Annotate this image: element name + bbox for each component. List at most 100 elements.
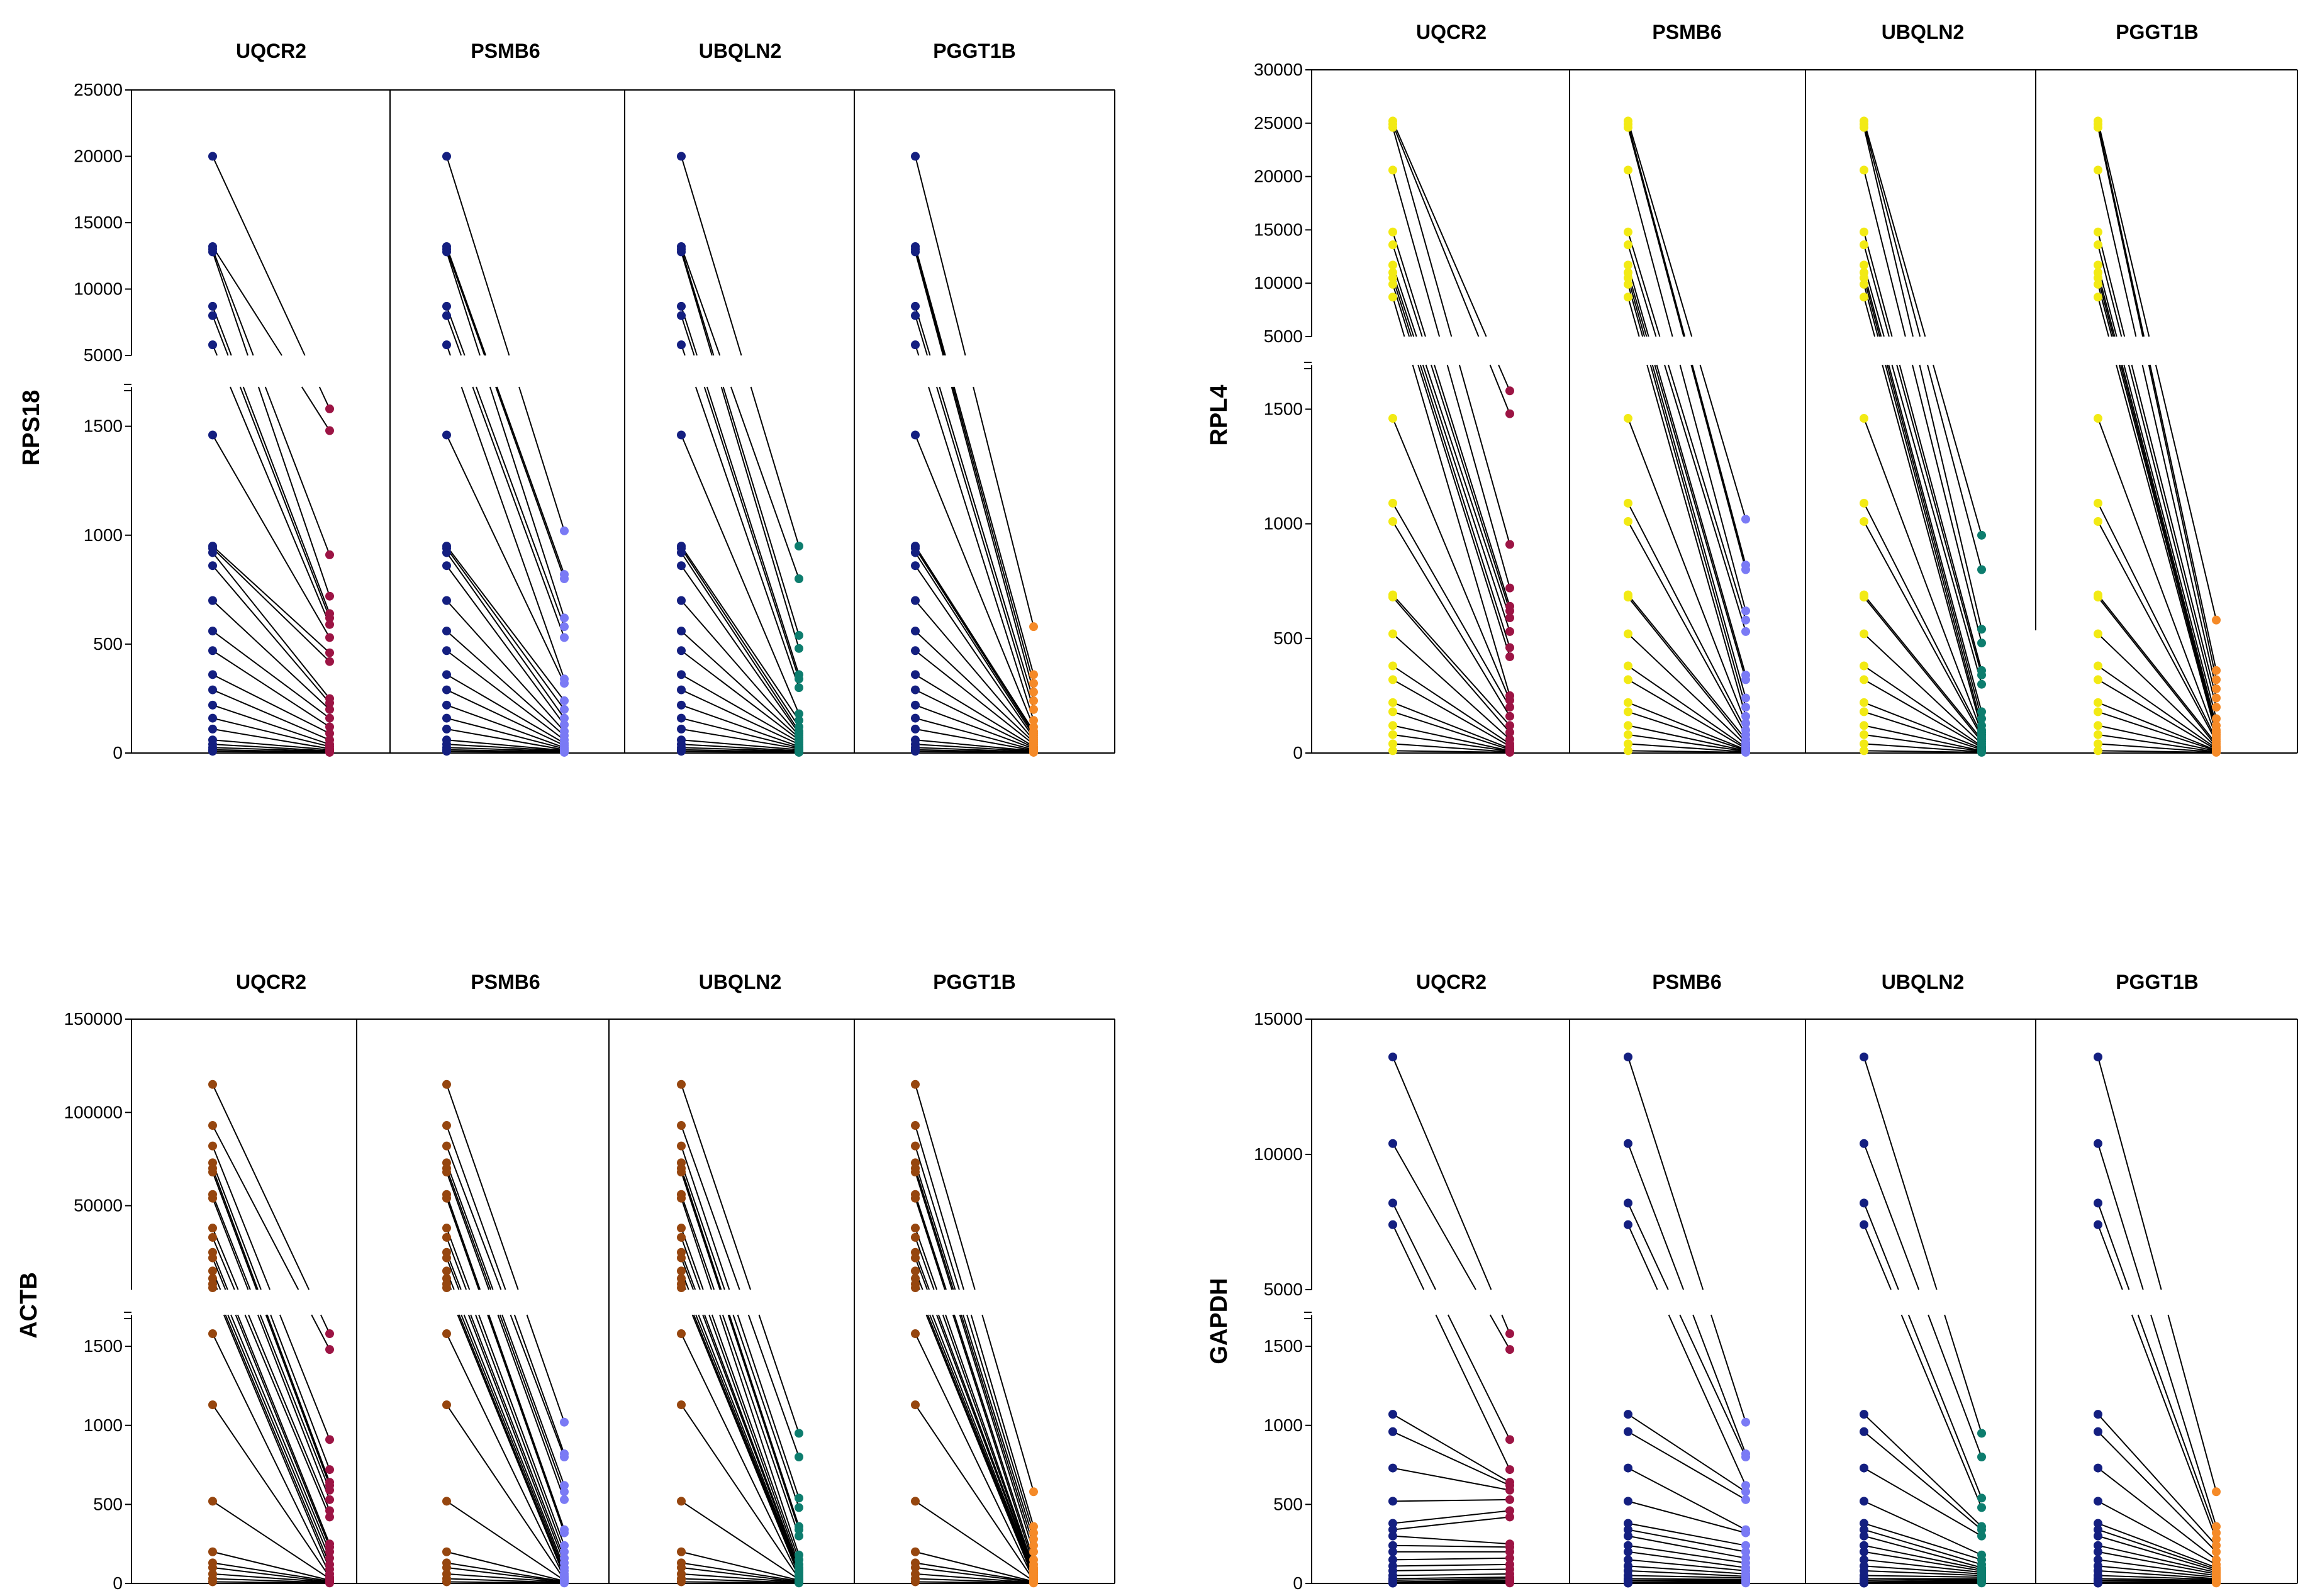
pair-group-psmb6: [1624, 1052, 1750, 1588]
paired-line: [244, 1314, 330, 1517]
reference-point: [2094, 1198, 2102, 1208]
target-point: [325, 1485, 334, 1495]
paired-line: [1863, 521, 1982, 737]
paired-line: [915, 1163, 956, 1290]
reference-point: [1860, 414, 1868, 423]
paired-line: [2097, 418, 2217, 737]
paired-line: [1863, 596, 1982, 742]
reference-point: [1388, 1519, 1397, 1528]
pair-group-ubqln2: [1860, 1052, 1986, 1588]
reference-point: [1860, 1427, 1868, 1436]
paired-line: [212, 650, 330, 728]
paired-line: [750, 386, 800, 547]
paired-line: [212, 1084, 310, 1290]
reference-point: [442, 548, 451, 557]
target-point: [1977, 530, 1986, 540]
paired-line: [1627, 1565, 1746, 1575]
reference-point: [442, 311, 451, 320]
reference-point: [442, 1080, 451, 1089]
paired-line: [1627, 170, 1673, 337]
paired-line: [1627, 1544, 1746, 1564]
reference-point: [677, 1283, 686, 1293]
paired-line: [2097, 170, 2137, 337]
gene-label-psmb6: PSMB6: [471, 40, 540, 62]
paired-line: [915, 739, 1034, 752]
paired-line: [446, 1198, 480, 1290]
target-point: [1977, 714, 1986, 723]
paired-line: [1627, 1575, 1746, 1579]
paired-line: [1912, 364, 1982, 644]
reference-point: [1860, 279, 1868, 289]
reference-point: [1860, 293, 1868, 302]
reference-point: [1388, 746, 1397, 756]
paired-line: [1627, 750, 1746, 753]
target-point: [1505, 1329, 1514, 1339]
y-tick-label: 1500: [1264, 399, 1303, 418]
reference-point: [442, 1266, 451, 1276]
y-tick-label: 0: [113, 1573, 123, 1593]
reference-point: [677, 713, 686, 723]
paired-line: [915, 650, 1034, 745]
paired-line: [212, 1198, 249, 1290]
reference-point: [1388, 516, 1397, 526]
paired-line: [915, 435, 1034, 727]
paired-line: [747, 1314, 800, 1458]
paired-line: [708, 1314, 800, 1565]
paired-line: [2131, 1314, 2217, 1540]
reference-point: [911, 700, 920, 710]
reference-point: [1624, 1463, 1632, 1473]
pair-group-uqcr2: [1388, 116, 1514, 757]
reference-point: [677, 700, 686, 710]
paired-line: [2097, 1414, 2217, 1546]
paired-line: [704, 1314, 800, 1568]
paired-line: [681, 717, 800, 749]
paired-line: [446, 1581, 565, 1584]
paired-line: [1627, 665, 1746, 748]
paired-line: [2097, 1578, 2217, 1581]
target-point: [1505, 721, 1514, 730]
paired-line: [2141, 364, 2217, 689]
paired-line: [2097, 1522, 2217, 1568]
reference-point: [2094, 273, 2102, 282]
target-point: [1505, 696, 1514, 705]
y-axis-title: GAPDH: [1206, 1278, 1232, 1364]
reference-point: [911, 627, 920, 636]
y-tick-label: 10000: [1254, 1144, 1303, 1164]
paired-line: [915, 717, 1034, 751]
paired-line: [915, 1581, 1034, 1584]
paired-line: [2097, 743, 2217, 753]
target-point: [1977, 565, 1986, 574]
reference-point: [208, 1266, 217, 1276]
paired-line: [915, 1333, 1034, 1580]
reference-point: [442, 627, 451, 636]
paired-line: [1627, 521, 1746, 735]
paired-line: [446, 156, 510, 356]
paired-line: [681, 739, 800, 751]
y-tick-label: 500: [1273, 628, 1303, 648]
target-point: [325, 1465, 334, 1475]
paired-line: [681, 1171, 721, 1290]
pair-group-psmb6: [1624, 116, 1750, 757]
paired-line: [212, 600, 330, 710]
paired-line: [1627, 725, 1746, 752]
paired-line: [1863, 1529, 1982, 1565]
reference-point: [1388, 1198, 1397, 1208]
reference-point: [1860, 1410, 1868, 1419]
reference-point: [442, 1400, 451, 1410]
paired-line: [1392, 596, 1510, 733]
paired-line: [446, 728, 565, 751]
reference-point: [1624, 1220, 1632, 1229]
reference-point: [1860, 165, 1868, 175]
target-point: [1505, 643, 1514, 652]
reference-point: [677, 1497, 686, 1506]
paired-line: [1863, 1575, 1982, 1578]
paired-line: [1392, 711, 1510, 751]
reference-point: [2094, 707, 2102, 717]
reference-point: [1388, 1541, 1397, 1550]
paired-line: [1392, 1498, 1510, 1502]
target-point: [1505, 1495, 1514, 1504]
reference-point: [1624, 661, 1632, 671]
reference-point: [208, 1283, 217, 1293]
paired-line: [681, 1237, 701, 1290]
reference-point: [677, 1266, 686, 1276]
